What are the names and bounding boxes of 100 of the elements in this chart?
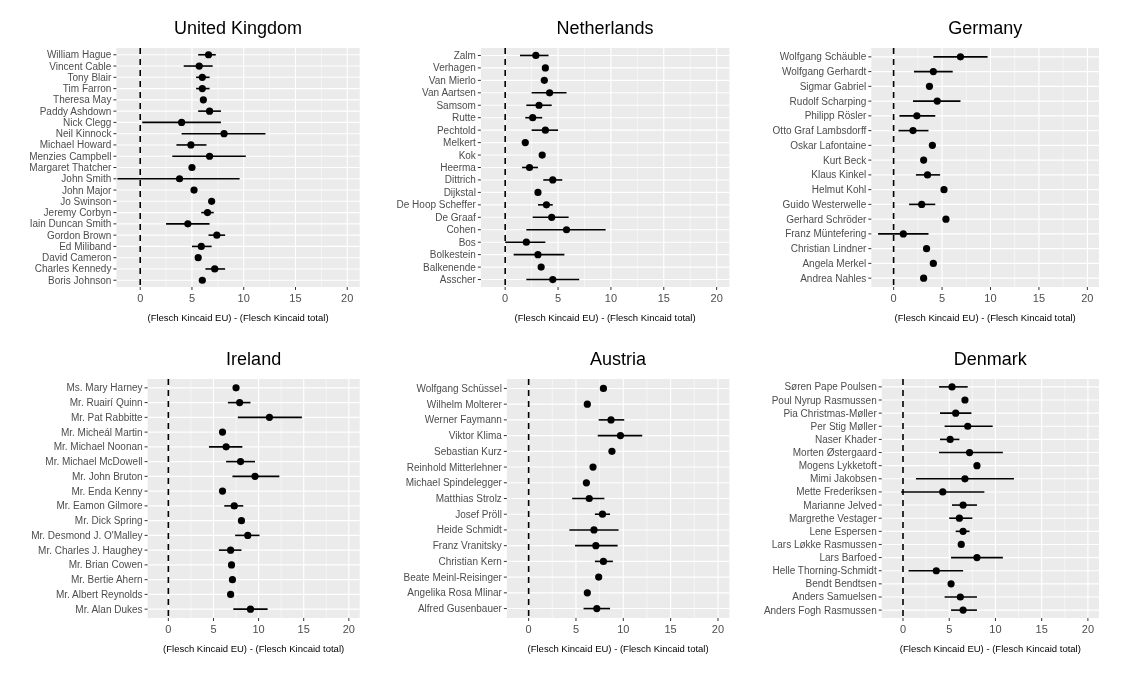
point <box>535 101 543 109</box>
x-tick-label: 5 <box>938 292 946 304</box>
x-tick-label: 20 <box>341 292 354 304</box>
point <box>959 527 967 535</box>
x-tick-label: 20 <box>710 292 723 304</box>
y-tick-label: De Hoop Scheffer <box>396 199 477 211</box>
point <box>939 488 947 496</box>
point <box>922 245 931 253</box>
y-tick-label: Sigmar Gabriel <box>799 80 867 92</box>
point <box>532 51 540 60</box>
x-axis-title: (Flesch Kincaid EU) - (Flesch Kincaid total) <box>894 312 1076 323</box>
y-tick-label: Balkenende <box>423 261 477 273</box>
y-tick-label: Per Stig Møller <box>810 420 878 432</box>
point <box>236 399 244 407</box>
y-tick-label: Josef Pröll <box>455 508 502 520</box>
point <box>942 215 950 223</box>
y-tick-label: Menzies Campbell <box>29 150 112 162</box>
y-tick-label: Vincent Cable <box>49 60 112 72</box>
x-axis-title: (Flesch Kincaid EU) - (Flesch Kincaid total) <box>147 312 329 323</box>
x-tick-label: 10 <box>984 292 997 304</box>
y-tick-label: Michael Howard <box>39 139 112 151</box>
y-tick-label: Jo Swinson <box>60 195 112 207</box>
y-tick-label: Pechtold <box>436 124 476 136</box>
point <box>237 517 246 525</box>
y-tick-label: Cohen <box>446 224 476 236</box>
point <box>540 76 548 84</box>
x-tick-label: 15 <box>664 623 677 635</box>
y-tick-label: Anders Fogh Rasmussen <box>763 604 877 616</box>
y-tick-label: Viktor Klima <box>448 430 503 442</box>
point <box>213 231 221 239</box>
y-tick-label: Mr. Pat Rabbitte <box>70 411 144 423</box>
y-tick-label: John Major <box>61 184 113 196</box>
point <box>961 396 969 404</box>
point <box>534 251 542 259</box>
x-tick-label: 5 <box>188 292 196 304</box>
point <box>184 220 192 228</box>
y-tick-label: Mr. Brian Cowen <box>68 559 143 571</box>
point <box>562 226 571 234</box>
y-tick-label: Christian Kern <box>438 555 502 567</box>
point <box>194 254 202 262</box>
y-tick-label: Iain Duncan Smith <box>29 218 112 230</box>
x-tick-label: 0 <box>502 292 509 304</box>
y-tick-label: William Hague <box>46 49 112 61</box>
point <box>175 175 184 183</box>
point <box>946 435 954 444</box>
y-tick-label: Lene Espersen <box>809 525 877 537</box>
x-tick-label: 15 <box>1032 292 1046 304</box>
point <box>583 589 591 597</box>
x-tick-label: 0 <box>890 292 897 304</box>
y-tick-label: Asscher <box>439 274 477 286</box>
y-tick-label: Mr. Desmond J. O'Malley <box>31 529 143 541</box>
y-tick-label: Van Aartsen <box>422 87 476 99</box>
x-tick-label: 20 <box>342 623 355 635</box>
x-axis-title: (Flesch Kincaid EU) - (Flesch Kincaid total) <box>527 643 709 654</box>
y-tick-label: Mr. Charles J. Haughey <box>38 544 143 556</box>
point <box>947 580 955 588</box>
y-tick-label: Anders Samuelsen <box>792 591 877 603</box>
y-tick-label: Mr. Michael Noonan <box>53 441 143 453</box>
y-tick-label: Mr. Eamon Gilmore <box>56 500 144 512</box>
point <box>230 502 238 510</box>
y-tick-label: Mr. Alan Dukes <box>75 603 143 615</box>
y-tick-label: Bolkestein <box>429 249 476 261</box>
x-tick-label: 5 <box>210 623 217 635</box>
point <box>959 501 967 509</box>
y-tick-label: Reinhold Mitterlehner <box>406 461 503 473</box>
y-tick-label: Theresa May <box>53 94 112 106</box>
point <box>228 576 237 584</box>
y-tick-label: Charles Kennedy <box>34 263 112 275</box>
y-tick-label: Wolfgang Schäuble <box>779 51 867 63</box>
point <box>534 188 542 196</box>
point <box>542 201 551 209</box>
x-tick-label: 20 <box>1081 623 1095 635</box>
y-tick-label: Andrea Nahles <box>800 272 867 284</box>
point <box>198 276 206 284</box>
x-tick-label: 20 <box>1081 292 1094 304</box>
y-tick-label: Matthias Strolz <box>435 493 502 504</box>
x-axis-title: (Flesch Kincaid EU) - (Flesch Kincaid total) <box>163 643 345 654</box>
x-axis-title: (Flesch Kincaid EU) - (Flesch Kincaid total) <box>899 643 1081 654</box>
x-tick-label: 0 <box>165 623 172 635</box>
point <box>608 447 616 455</box>
point <box>178 118 186 127</box>
y-tick-label: Ed Miliband <box>59 240 112 252</box>
point <box>599 384 608 393</box>
x-tick-label: 20 <box>711 623 725 635</box>
y-tick-label: Mogens Lykketoft <box>798 460 877 472</box>
y-tick-label: Kurt Beck <box>822 154 868 166</box>
point <box>541 126 549 134</box>
point <box>244 531 252 539</box>
point <box>199 96 207 104</box>
y-tick-label: Mr. Dick Spring <box>74 515 143 527</box>
y-tick-label: Marianne Jelved <box>803 499 877 511</box>
y-tick-label: De Graaf <box>435 211 477 223</box>
point <box>956 53 965 61</box>
y-tick-label: Michael Spindelegger <box>405 477 503 489</box>
y-tick-label: Mr. Bertie Ahern <box>70 574 143 586</box>
x-axis-title: (Flesch Kincaid EU) - (Flesch Kincaid total) <box>514 312 696 323</box>
y-tick-label: Lars Barfoed <box>819 552 877 564</box>
y-tick-label: Klaus Kinkel <box>811 169 867 181</box>
y-tick-label: Poul Nyrup Rasmussen <box>771 394 877 406</box>
point <box>940 186 948 194</box>
